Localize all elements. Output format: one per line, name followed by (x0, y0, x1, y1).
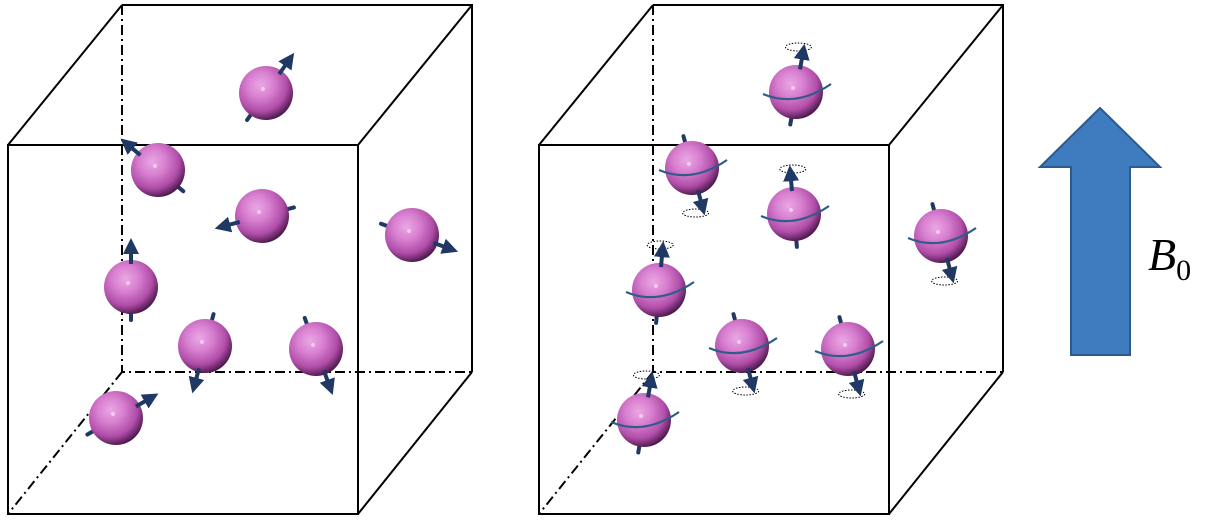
spin-particle (658, 134, 728, 218)
precession-cone-ellipse (682, 208, 710, 218)
sphere-highlight (639, 414, 643, 418)
spin-sphere (632, 263, 686, 317)
spin-axis-arrow (641, 371, 658, 398)
precession-cone-ellipse (931, 276, 959, 286)
spin-axis-arrow (214, 216, 241, 233)
spin-axis-arrow (188, 367, 205, 394)
spin-axis-arrow (277, 52, 295, 76)
precession-ring (625, 281, 695, 299)
sphere-highlight (843, 343, 847, 347)
sphere-highlight (261, 87, 265, 91)
spin-axis-arrow (793, 43, 810, 70)
spin-axis-arrow (653, 241, 670, 268)
cube-hidden-depth-edge (7, 371, 123, 515)
cube-depth-edge (7, 4, 123, 146)
spin-sphere (767, 187, 821, 241)
precession-ring (762, 83, 832, 101)
spin-particle (814, 315, 884, 399)
cube-random (7, 4, 473, 515)
spin-sphere (104, 260, 158, 314)
spin-particle (708, 312, 778, 396)
field-label-subscript: 0 (1176, 254, 1192, 287)
sphere-highlight (936, 230, 940, 234)
spin-sphere (89, 391, 143, 445)
spin-sphere (289, 322, 343, 376)
spin-axis-arrow (941, 257, 958, 284)
sphere-highlight (111, 412, 115, 416)
sphere-highlight (200, 340, 204, 344)
sphere-highlight (791, 86, 795, 90)
sphere-highlight (257, 210, 261, 214)
precession-cone-ellipse (646, 240, 674, 250)
spin-particle (214, 189, 296, 243)
spin-axis-arrow (432, 238, 459, 254)
precession-cone-ellipse (632, 370, 660, 380)
spins-random (85, 52, 459, 445)
cube-front-face (7, 144, 359, 515)
spin-sphere (665, 141, 719, 195)
magnetic-field-arrow (1037, 106, 1163, 356)
spin-axis-arrow (783, 165, 800, 192)
cube-depth-edge (357, 371, 473, 515)
sphere-highlight (153, 164, 157, 168)
spin-particle (907, 202, 977, 286)
precession-cone-ellipse (779, 164, 807, 174)
precession-ring (708, 337, 778, 355)
spin-particle (625, 240, 695, 325)
field-label-b0: B0 (1148, 232, 1191, 286)
spin-sphere (131, 143, 185, 197)
spin-sphere (821, 322, 875, 376)
spin-sphere (385, 208, 439, 262)
spin-particle (760, 164, 830, 249)
precession-cone-ellipse (784, 42, 812, 52)
cube-depth-edge (888, 371, 1004, 515)
sphere-highlight (311, 343, 315, 347)
sphere-highlight (654, 284, 658, 288)
sphere-highlight (126, 281, 130, 285)
spin-particle (178, 312, 232, 394)
sphere-highlight (407, 229, 411, 233)
spin-sphere (239, 66, 293, 120)
cube-depth-edge (538, 4, 654, 146)
sphere-highlight (737, 340, 741, 344)
cube-front-face (538, 144, 890, 515)
precession-ring (814, 340, 884, 358)
spin-axis-arrow (120, 138, 142, 157)
spin-sphere (914, 209, 968, 263)
spin-axis-arrow (692, 189, 709, 216)
spins-aligned (610, 42, 977, 455)
sphere-highlight (789, 208, 793, 212)
field-label-symbol: B (1148, 229, 1177, 280)
precession-ring (907, 227, 977, 245)
spin-particle (378, 208, 459, 262)
spin-sphere (235, 189, 289, 243)
spin-particle (289, 315, 343, 396)
spin-sphere (769, 65, 823, 119)
precession-ring (658, 159, 728, 177)
precession-cone-ellipse (732, 386, 760, 396)
spin-sphere (617, 393, 671, 447)
spin-axis-arrow (848, 370, 865, 397)
spin-particle (610, 370, 680, 455)
spin-particle (85, 391, 159, 445)
spin-sphere (178, 319, 232, 373)
spin-axis-arrow (319, 369, 335, 396)
spin-particle (120, 138, 186, 197)
precession-ring (760, 205, 830, 223)
precession-cone-ellipse (838, 389, 866, 399)
cube-depth-edge (888, 4, 1004, 146)
sphere-highlight (687, 162, 691, 166)
spin-particle (762, 42, 832, 127)
spin-particle (104, 238, 158, 322)
spin-axis-arrow (134, 393, 159, 409)
spin-sphere (715, 319, 769, 373)
spin-particle (239, 52, 295, 123)
precession-ring (610, 411, 680, 429)
cube-depth-edge (357, 4, 473, 146)
spin-axis-arrow (742, 367, 759, 394)
